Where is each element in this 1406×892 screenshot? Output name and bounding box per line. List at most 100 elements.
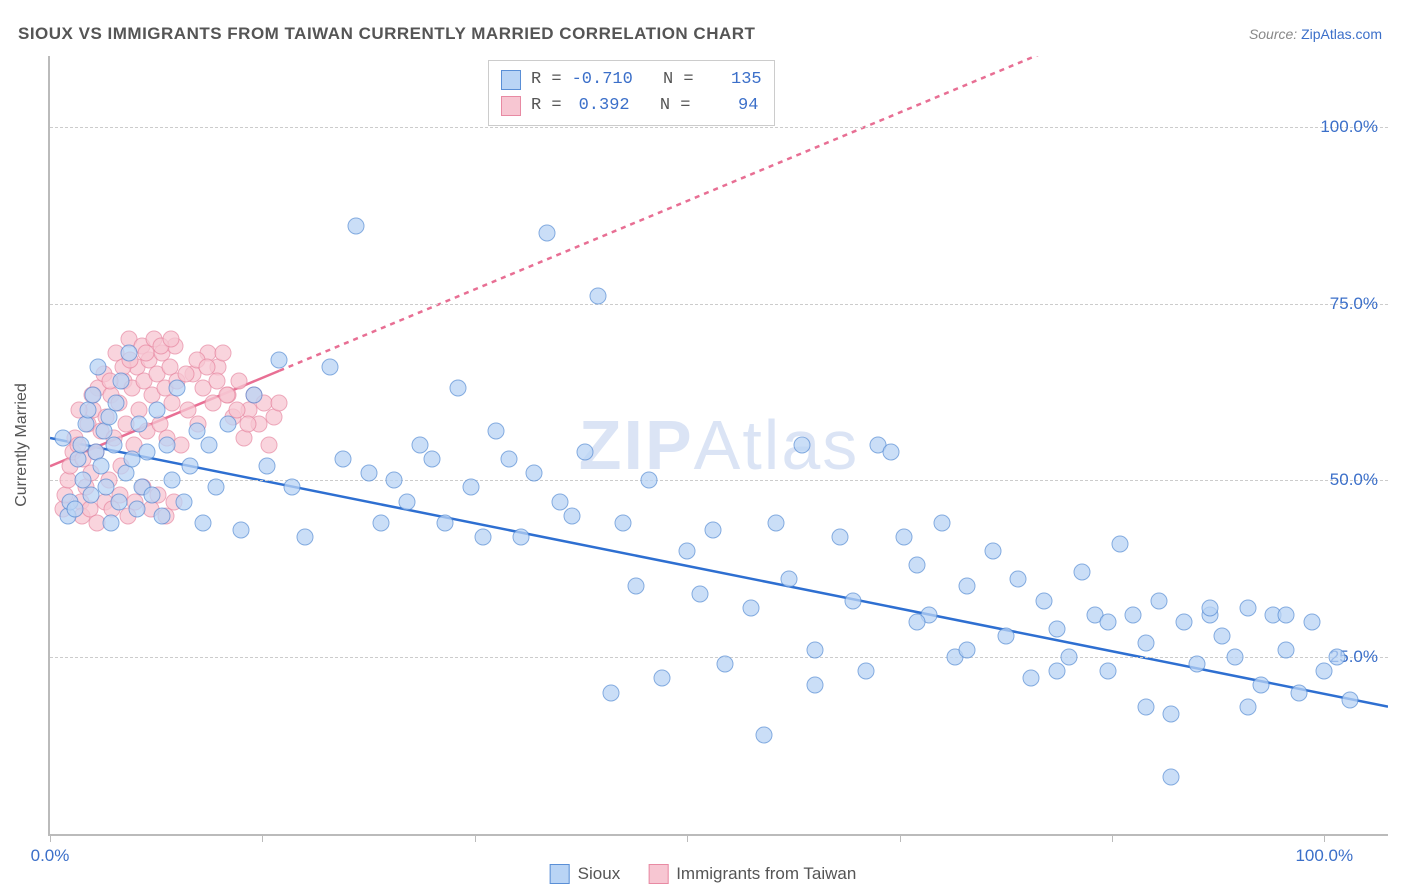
marker-blue [373,514,390,531]
trend-lines-layer [50,56,1388,834]
marker-pink [230,373,247,390]
marker-blue [589,288,606,305]
marker-blue [1137,635,1154,652]
marker-blue [513,528,530,545]
marker-blue [92,458,109,475]
marker-blue [844,592,861,609]
chart-source: Source: ZipAtlas.com [1249,26,1382,42]
stats-row-pink: R = 0.392 N = 94 [501,93,762,119]
bottom-legend: Sioux Immigrants from Taiwan [550,864,857,884]
marker-blue [1188,656,1205,673]
marker-blue [679,543,696,560]
marker-blue [347,217,364,234]
marker-blue [175,493,192,510]
marker-blue [159,437,176,454]
marker-blue [1035,592,1052,609]
marker-blue [424,451,441,468]
xtick [900,834,901,842]
marker-blue [138,444,155,461]
xtick [1324,834,1325,842]
marker-blue [121,345,138,362]
source-label: Source: [1249,26,1297,42]
marker-blue [110,493,127,510]
marker-blue [832,528,849,545]
marker-pink [271,394,288,411]
marker-blue [691,585,708,602]
marker-blue [704,521,721,538]
marker-blue [984,543,1001,560]
marker-blue [538,224,555,241]
ytick-label: 100.0% [1320,117,1378,137]
stat-n-pink: 94 [700,93,758,119]
marker-blue [360,465,377,482]
stat-r-label: R = [531,67,562,93]
marker-blue [154,507,171,524]
marker-blue [103,514,120,531]
marker-blue [895,528,912,545]
chart-title: SIOUX VS IMMIGRANTS FROM TAIWAN CURRENTL… [18,24,755,44]
marker-blue [1316,663,1333,680]
marker-blue [1163,769,1180,786]
marker-blue [233,521,250,538]
marker-blue [1227,649,1244,666]
marker-blue [526,465,543,482]
source-value: ZipAtlas.com [1301,26,1382,42]
marker-blue [1214,627,1231,644]
marker-blue [1048,663,1065,680]
stat-r-blue: -0.710 [572,67,633,93]
marker-blue [1341,691,1358,708]
marker-blue [717,656,734,673]
marker-blue [577,444,594,461]
marker-blue [335,451,352,468]
marker-blue [188,422,205,439]
marker-blue [149,401,166,418]
swatch-pink [648,864,668,884]
xtick [687,834,688,842]
marker-blue [386,472,403,489]
marker-blue [1048,620,1065,637]
marker-blue [54,429,71,446]
marker-blue [1150,592,1167,609]
legend-item-blue: Sioux [550,864,621,884]
marker-blue [806,642,823,659]
marker-blue [1201,599,1218,616]
marker-blue [1137,698,1154,715]
marker-blue [908,557,925,574]
marker-blue [201,437,218,454]
marker-blue [169,380,186,397]
marker-blue [1099,613,1116,630]
marker-blue [437,514,454,531]
marker-pink [239,415,256,432]
marker-blue [1023,670,1040,687]
stat-r-label: R = [531,93,562,119]
marker-blue [284,479,301,496]
marker-blue [1239,599,1256,616]
marker-blue [564,507,581,524]
stat-n-label: N = [660,93,691,119]
xtick [50,834,51,842]
marker-blue [207,479,224,496]
marker-blue [1061,649,1078,666]
marker-blue [755,726,772,743]
marker-blue [628,578,645,595]
marker-blue [105,437,122,454]
swatch-blue [550,864,570,884]
swatch-pink [501,96,521,116]
marker-blue [90,359,107,376]
marker-blue [1303,613,1320,630]
marker-blue [67,500,84,517]
y-axis-title: Currently Married [13,383,31,507]
watermark-atlas: Atlas [694,406,860,484]
marker-blue [768,514,785,531]
marker-blue [1329,649,1346,666]
marker-blue [475,528,492,545]
marker-blue [1239,698,1256,715]
marker-blue [1252,677,1269,694]
marker-blue [1010,571,1027,588]
xtick [1112,834,1113,842]
xtick-label: 0.0% [31,846,70,866]
marker-blue [1163,705,1180,722]
marker-blue [959,578,976,595]
stats-legend-box: R = -0.710 N = 135 R = 0.392 N = 94 [488,60,775,126]
marker-blue [182,458,199,475]
